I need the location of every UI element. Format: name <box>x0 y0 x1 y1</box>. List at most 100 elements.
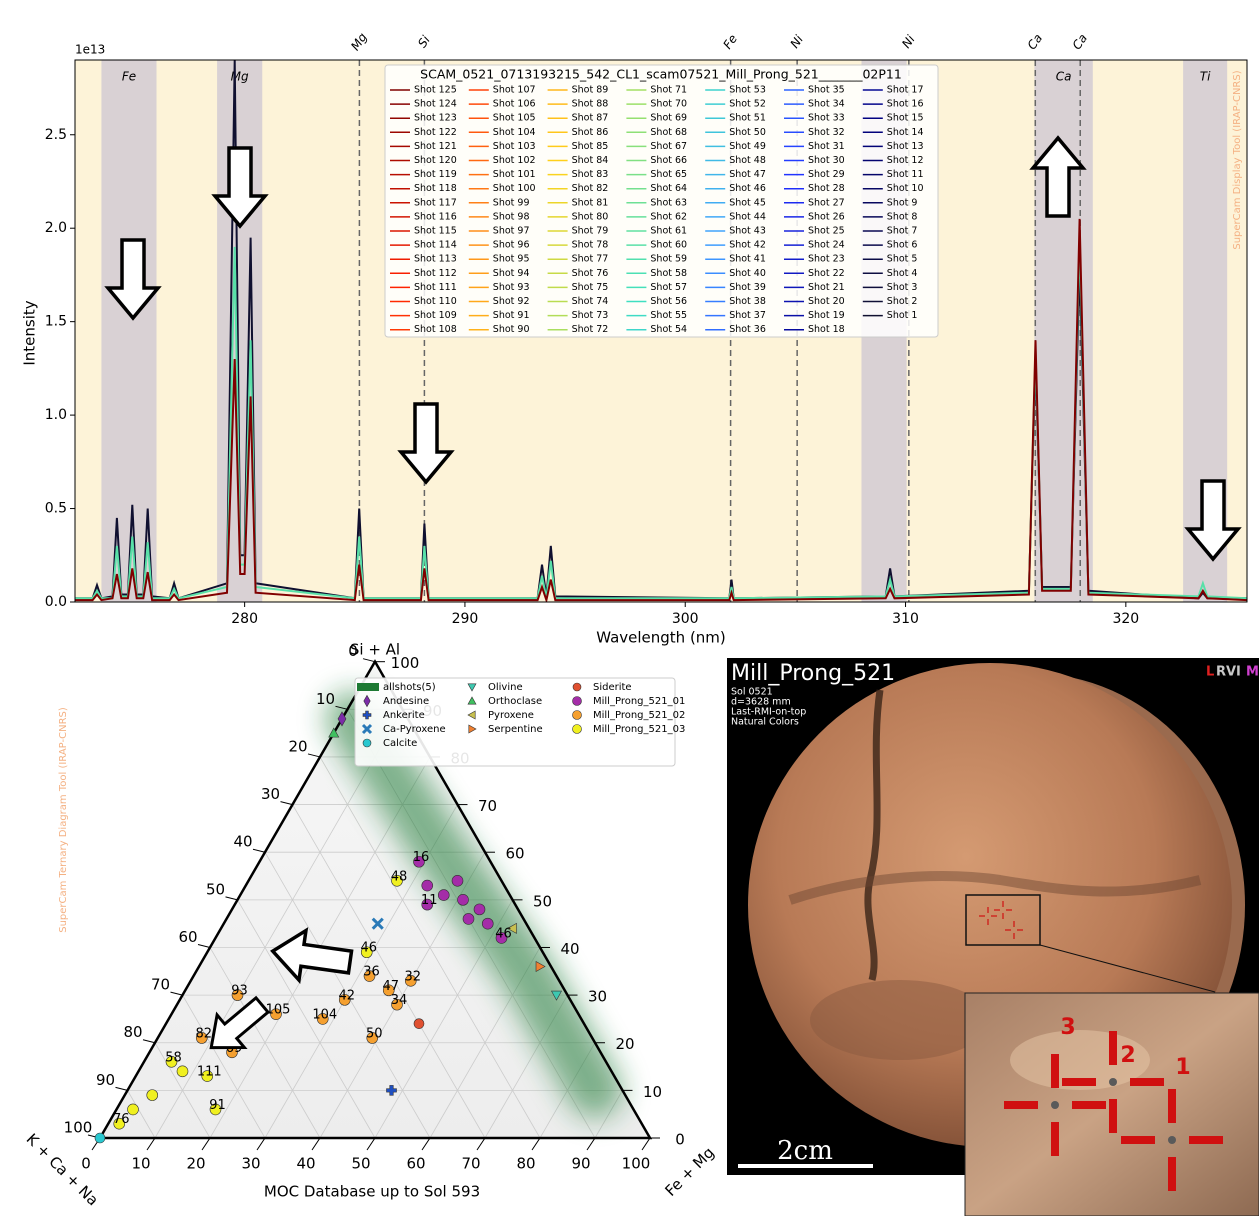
tick <box>362 658 376 663</box>
marker <box>362 738 372 748</box>
y-tick-label: 0.5 <box>45 501 67 517</box>
marker <box>572 682 582 692</box>
legend-label: Shot 26 <box>808 211 845 222</box>
marker <box>467 683 477 692</box>
grid-line <box>209 947 321 1139</box>
arrow <box>270 927 354 985</box>
marker <box>451 874 464 887</box>
tick <box>307 753 321 758</box>
legend: allshots(5) Andesine Ankerite Ca-Pyroxene Ca… <box>354 677 685 767</box>
legend-label: Shot 93 <box>493 282 530 293</box>
legend-label: Shot 74 <box>572 296 609 307</box>
legend-label: Shot 48 <box>729 155 766 166</box>
marker <box>457 894 469 906</box>
spot-label: 3 <box>1060 1015 1075 1040</box>
tick-label: 50 <box>351 1155 370 1173</box>
tick <box>146 1137 156 1151</box>
legend-label: Shot 8 <box>887 211 918 222</box>
marker <box>473 903 486 916</box>
legend-label: Shot 120 <box>414 155 457 166</box>
marker <box>165 1055 178 1068</box>
legend-label: Shot 123 <box>414 113 457 124</box>
point-label: 32 <box>404 969 421 984</box>
x-tick-label: 300 <box>672 611 699 627</box>
legend-label: Shot 53 <box>729 85 766 96</box>
legend-label: Shot 39 <box>729 282 766 293</box>
legend-label: Shot 51 <box>729 113 766 124</box>
legend-label: Shot 118 <box>414 183 457 194</box>
legend-label: Shot 15 <box>887 113 924 124</box>
marker <box>391 998 403 1011</box>
marker <box>413 855 425 868</box>
tick <box>170 991 183 996</box>
legend-label: Shot 92 <box>493 296 530 307</box>
legend-label: Shot 14 <box>887 127 924 138</box>
legend-label: Shot 65 <box>650 169 687 180</box>
marker <box>572 710 582 720</box>
arrows <box>209 927 354 1050</box>
tick-label: 100 <box>64 1119 93 1137</box>
marker <box>404 975 417 987</box>
tick-label: 60 <box>505 845 524 863</box>
info-line: Natural Colors <box>731 717 799 728</box>
band-label: Fe <box>122 70 136 84</box>
marker <box>467 696 477 705</box>
point-label: 58 <box>165 1050 182 1065</box>
marker <box>413 1018 425 1029</box>
legend-label: Shot 73 <box>572 310 609 321</box>
legend-label: Shot 11 <box>887 169 924 180</box>
laser-spot <box>1109 1078 1117 1086</box>
point-label: 42 <box>338 988 355 1003</box>
legend-label: Shot 42 <box>729 240 766 251</box>
arrow <box>209 995 271 1050</box>
legend-label: Shot 107 <box>493 85 536 96</box>
legend-label: Shot 57 <box>650 282 687 293</box>
marker <box>467 710 476 720</box>
point-label: 50 <box>366 1026 383 1041</box>
element-label: Fe <box>720 32 740 52</box>
legend-label: Shot 36 <box>729 324 766 335</box>
legend-label: Shot 124 <box>414 99 457 110</box>
legend-label: Shot 69 <box>650 113 687 124</box>
x-tick-label: 280 <box>231 611 258 627</box>
marker <box>328 727 340 738</box>
legend-label: Shot 22 <box>808 268 845 279</box>
legend-label: Shot 109 <box>414 310 457 321</box>
legend-label: Shot 38 <box>729 296 766 307</box>
legend-label: Olivine <box>488 682 523 693</box>
tick <box>252 848 266 853</box>
legend-label: Shot 119 <box>414 169 457 180</box>
legend-label: Shot 101 <box>493 169 536 180</box>
legend-label: Mill_Prong_521_02 <box>593 710 685 721</box>
marker <box>382 984 395 997</box>
arrow <box>211 146 269 229</box>
marker <box>362 710 372 720</box>
laser-spot <box>1168 1136 1176 1144</box>
legend-label: Shot 108 <box>414 324 457 335</box>
legend-label: Shot 94 <box>493 268 530 279</box>
y-offset-label: 1e13 <box>75 43 105 57</box>
point-label: 105 <box>266 1003 291 1018</box>
point-label: 46 <box>495 926 512 941</box>
tick-label: 60 <box>178 928 197 946</box>
element-label: Ni <box>899 32 918 51</box>
legend-label: Shot 100 <box>493 183 536 194</box>
legend-label: Shot 90 <box>493 324 530 335</box>
legend-label: Shot 41 <box>729 254 766 265</box>
ledge <box>788 871 1202 905</box>
tick-label: 80 <box>516 1155 535 1173</box>
arrow <box>104 238 162 321</box>
marker <box>363 694 371 708</box>
element-label: Ca <box>1025 31 1045 52</box>
tick-label: 100 <box>391 654 420 672</box>
legend-label: Shot 89 <box>572 85 609 96</box>
legend-label: Shot 23 <box>808 254 845 265</box>
tick <box>201 1137 211 1151</box>
marker <box>481 917 494 930</box>
y-axis-label: Intensity <box>21 300 39 365</box>
legend-label: Shot 17 <box>887 85 924 96</box>
legend-label: Shot 61 <box>650 226 687 237</box>
point-label: 34 <box>391 993 408 1008</box>
legend-label: Shot 31 <box>808 141 845 152</box>
